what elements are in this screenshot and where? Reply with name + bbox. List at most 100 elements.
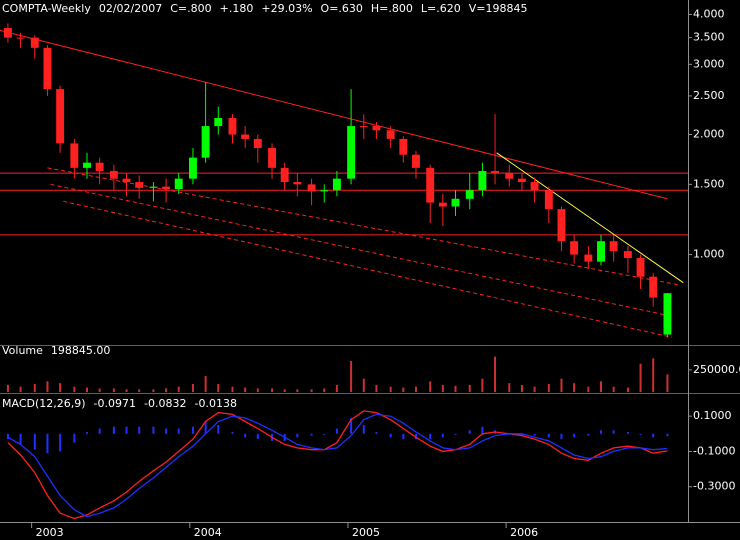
candle-body	[122, 178, 131, 183]
y-tick-label: 0.1000	[693, 409, 732, 422]
candle-body	[109, 171, 118, 179]
header-text: L=.620	[421, 2, 461, 15]
macd-histogram-bar	[429, 433, 432, 440]
header-text: COMPTA-Weekly	[2, 2, 91, 15]
volume-bar	[296, 389, 299, 392]
candle-body	[359, 126, 368, 128]
macd-histogram-bar	[296, 433, 299, 438]
volume-bar	[19, 386, 22, 392]
x-tick-label: 2004	[194, 526, 222, 539]
volume-bar	[85, 387, 88, 392]
macd-histogram-bar	[19, 433, 22, 445]
volume-bar	[639, 363, 642, 392]
macd-histogram-bar	[112, 426, 115, 434]
candle-body	[320, 190, 329, 192]
volume-bar	[165, 388, 168, 392]
macd-histogram-bar	[520, 433, 523, 436]
candle-body	[570, 241, 579, 255]
volume-bar	[33, 384, 36, 392]
volume-bar	[441, 384, 444, 392]
candle-body	[253, 138, 262, 149]
header-text: O=.630	[321, 2, 363, 15]
y-tick-label: 1.000	[693, 248, 725, 261]
volume-bar	[389, 386, 392, 392]
y-tick-label: 3.500	[693, 31, 725, 44]
macd-histogram-bar	[310, 433, 313, 436]
candle-body	[412, 154, 420, 168]
trendline	[63, 200, 673, 338]
volume-bar	[494, 356, 497, 392]
macd-histogram-bar	[389, 433, 392, 438]
macd-histogram-bar	[600, 430, 603, 434]
macd-histogram-bar	[177, 428, 180, 434]
volume-bar	[612, 386, 615, 392]
volume-bar	[46, 381, 49, 392]
volume-bar	[98, 388, 101, 392]
volume-bar	[191, 384, 194, 392]
macd-histogram-bar	[152, 426, 155, 434]
macd-histogram-bar	[73, 433, 76, 443]
y-tick-label: 1.500	[693, 177, 725, 190]
y-tick-label: 250000.0	[693, 363, 740, 376]
candle-body	[280, 167, 289, 183]
volume-bar	[560, 378, 563, 392]
header-text: +.180	[220, 2, 254, 15]
macd-histogram-bar	[362, 424, 365, 434]
volume-bar	[362, 378, 365, 392]
candle-body	[544, 190, 553, 210]
macd-line	[7, 413, 668, 518]
candle-body	[189, 157, 197, 179]
macd-histogram-bar	[244, 433, 247, 438]
candle-body	[347, 126, 356, 179]
macd-histogram-bar	[468, 430, 471, 434]
volume-bar	[481, 378, 484, 392]
volume-bar	[283, 389, 286, 392]
macd-histogram-bar	[165, 428, 168, 434]
volume-bar	[533, 386, 536, 392]
volume-bar	[375, 384, 378, 392]
candle-body	[293, 182, 302, 185]
header-text: 02/02/2007	[99, 2, 162, 15]
candle-body	[214, 118, 223, 127]
volume-bar	[652, 358, 655, 392]
volume-bar	[177, 386, 180, 392]
macd-histogram-bar	[652, 433, 655, 438]
volume-bar	[204, 376, 207, 392]
trendline	[0, 29, 668, 200]
candle-body	[70, 143, 79, 168]
y-tick-label: -0.3000	[693, 480, 735, 493]
macd-histogram-bar	[639, 433, 642, 435]
trendline	[50, 183, 673, 317]
candle-body	[332, 178, 341, 191]
macd-histogram-bar	[33, 433, 36, 450]
header-text: MACD(12,26,9)	[2, 397, 86, 410]
x-tick-label: 2005	[352, 526, 380, 539]
macd-histogram-bar	[533, 433, 536, 436]
macd-histogram-bar	[46, 433, 49, 454]
candle-body	[478, 171, 487, 191]
volume-bar	[112, 388, 115, 392]
volume-bar	[6, 384, 9, 392]
macd-histogram-bar	[256, 433, 259, 440]
volume-bar	[587, 386, 590, 392]
x-tick-label: 2003	[36, 526, 64, 539]
candle-body	[451, 198, 460, 207]
candle-body	[307, 184, 316, 192]
header-text: V=198845	[469, 2, 528, 15]
y-tick-label: 4.000	[693, 8, 725, 21]
volume-bar	[468, 384, 471, 392]
candle-body	[505, 173, 514, 179]
macd-histogram-bar	[441, 433, 444, 438]
header-text: -0.0832	[144, 397, 186, 410]
macd-histogram-bar	[6, 433, 9, 440]
volume-bar	[666, 374, 669, 392]
candle-body	[426, 167, 435, 203]
y-tick-label: 2.500	[693, 89, 725, 102]
volume-bar	[125, 389, 128, 392]
macd-histogram-bar	[138, 426, 141, 434]
header-text: -0.0138	[194, 397, 236, 410]
candle-body	[663, 293, 672, 335]
x-tick-label: 2006	[510, 526, 538, 539]
macd-histogram-bar	[402, 433, 405, 440]
